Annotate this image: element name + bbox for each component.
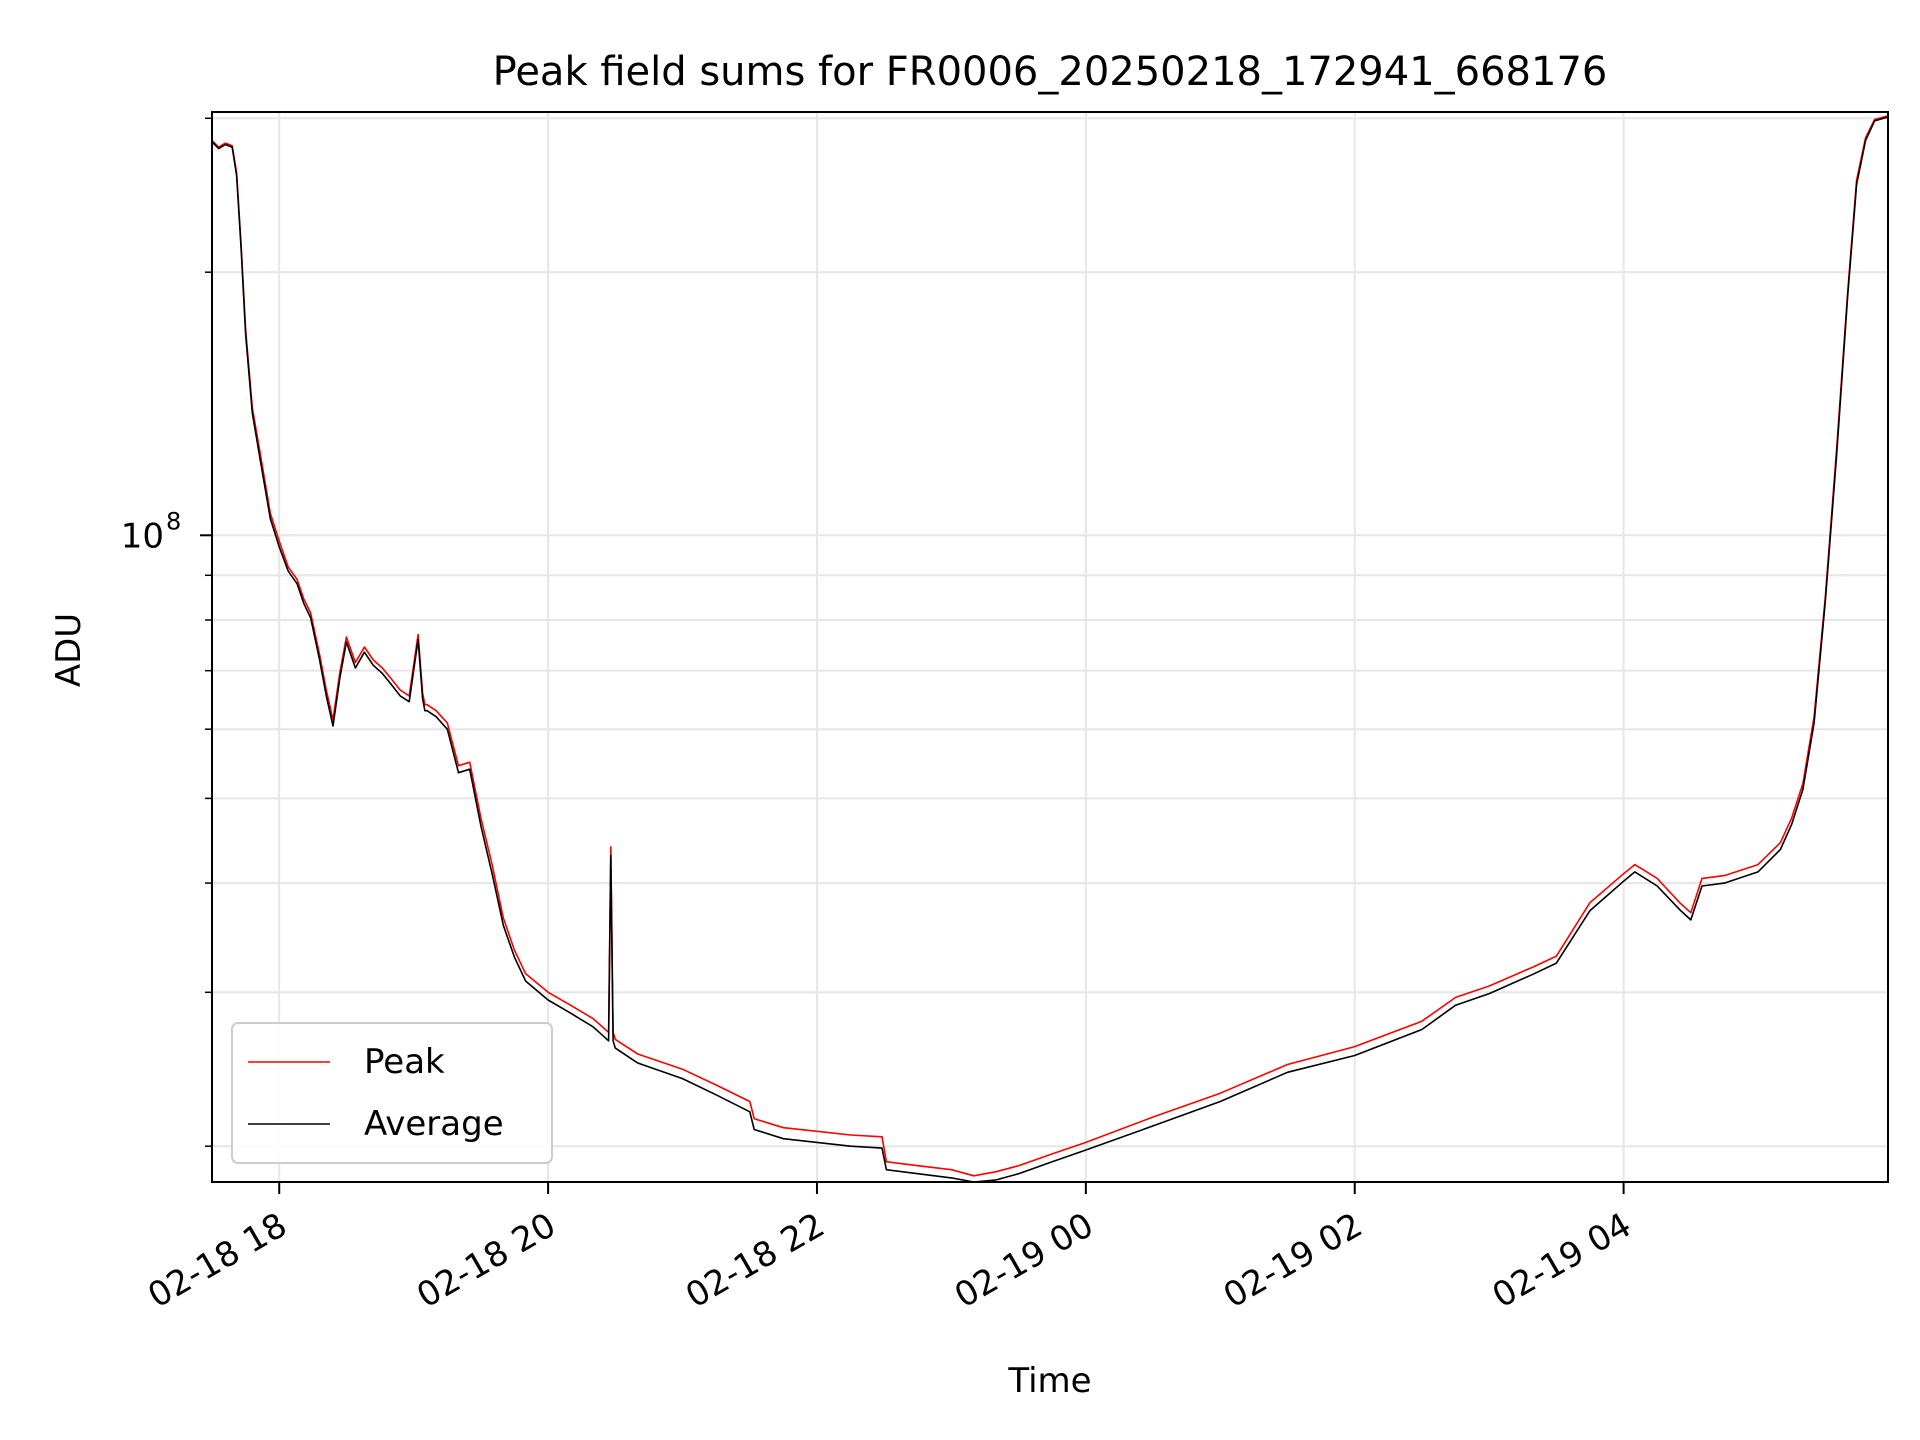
- legend: Peak Average: [231, 1022, 553, 1164]
- series-line-average: [212, 116, 1888, 1182]
- y-tick-label-exponent: 8: [166, 507, 181, 535]
- chart-title: Peak field sums for FR0006_20250218_1729…: [493, 49, 1608, 95]
- series-line-peak: [212, 115, 1888, 1177]
- series-layer: [212, 115, 1888, 1182]
- grid: [212, 112, 1888, 1182]
- x-axis-label: Time: [1007, 1361, 1091, 1401]
- y-axis-ticks: 10 8: [121, 117, 212, 1147]
- y-tick-label: 10: [121, 516, 164, 556]
- legend-label-average: Average: [364, 1104, 504, 1144]
- y-axis-label: ADU: [49, 613, 89, 687]
- plot-frame: [211, 111, 1889, 1183]
- legend-box: [231, 1022, 553, 1164]
- legend-label-peak: Peak: [364, 1042, 445, 1082]
